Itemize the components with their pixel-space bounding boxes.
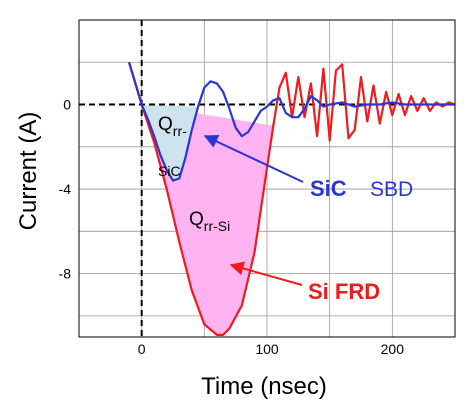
q-rr-si-label: Qrr-Si bbox=[189, 209, 230, 234]
si-arrow bbox=[229, 261, 303, 286]
legend-sic-label: SiC bbox=[310, 176, 347, 201]
y-tick-label: 0 bbox=[63, 97, 71, 113]
x-tick-label: 100 bbox=[255, 341, 279, 357]
plot-frame bbox=[78, 19, 456, 338]
y-tick-label: -8 bbox=[59, 266, 72, 282]
y-tick-labels: 0 -4 -8 bbox=[59, 97, 72, 282]
x-tick-label: 0 bbox=[138, 341, 146, 357]
y-axis-label: Current (A) bbox=[15, 112, 42, 231]
x-tick-label: 200 bbox=[381, 341, 405, 357]
annotation-arrows bbox=[203, 135, 304, 286]
series-lines bbox=[128, 61, 456, 336]
legend-sbd-label: SBD bbox=[370, 178, 413, 201]
x-axis-label: Time (nsec) bbox=[201, 373, 327, 400]
x-tick-labels: 0 100 200 bbox=[138, 341, 404, 357]
q-rr-sic-label: Qrr- bbox=[158, 114, 187, 139]
legend-si-frd-label: Si FRD bbox=[308, 279, 380, 304]
y-tick-label: -4 bbox=[59, 181, 72, 197]
sic-sbd-line bbox=[128, 61, 455, 182]
q-rr-sic-sub-label: SiC bbox=[158, 163, 181, 179]
sic-arrow bbox=[203, 135, 304, 183]
